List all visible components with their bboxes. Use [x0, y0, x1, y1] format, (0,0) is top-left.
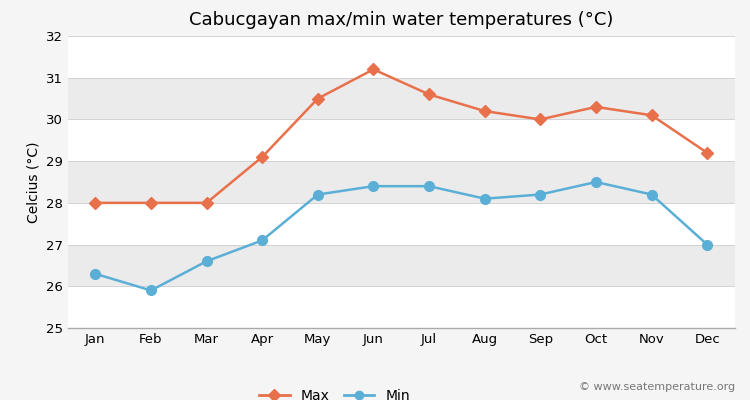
Bar [68, 203, 735, 244]
Min [146, 288, 155, 293]
Max [202, 200, 211, 205]
Min [647, 192, 656, 197]
Max [314, 96, 322, 101]
Max [703, 150, 712, 155]
Max [647, 113, 656, 118]
Min [703, 242, 712, 247]
Bar [68, 286, 735, 328]
Max [536, 117, 544, 122]
Min [536, 192, 544, 197]
Bar [68, 161, 735, 203]
Max [592, 104, 601, 109]
Legend: Max, Min: Max, Min [254, 384, 416, 400]
Max [424, 92, 433, 97]
Max [146, 200, 155, 205]
Bar [68, 244, 735, 286]
Max [480, 109, 489, 114]
Min [480, 196, 489, 201]
Min [369, 184, 378, 188]
Bar [68, 120, 735, 161]
Y-axis label: Celcius (°C): Celcius (°C) [26, 141, 40, 223]
Min [592, 180, 601, 184]
Max [369, 67, 378, 72]
Min [314, 192, 322, 197]
Line: Max: Max [92, 65, 711, 207]
Min [202, 259, 211, 264]
Min [424, 184, 433, 188]
Title: Cabucgayan max/min water temperatures (°C): Cabucgayan max/min water temperatures (°… [189, 11, 614, 29]
Bar [68, 78, 735, 120]
Min [91, 271, 100, 276]
Line: Min: Min [91, 177, 712, 295]
Bar [68, 36, 735, 78]
Min [258, 238, 267, 243]
Text: © www.seatemperature.org: © www.seatemperature.org [579, 382, 735, 392]
Max [91, 200, 100, 205]
Max [258, 154, 267, 159]
